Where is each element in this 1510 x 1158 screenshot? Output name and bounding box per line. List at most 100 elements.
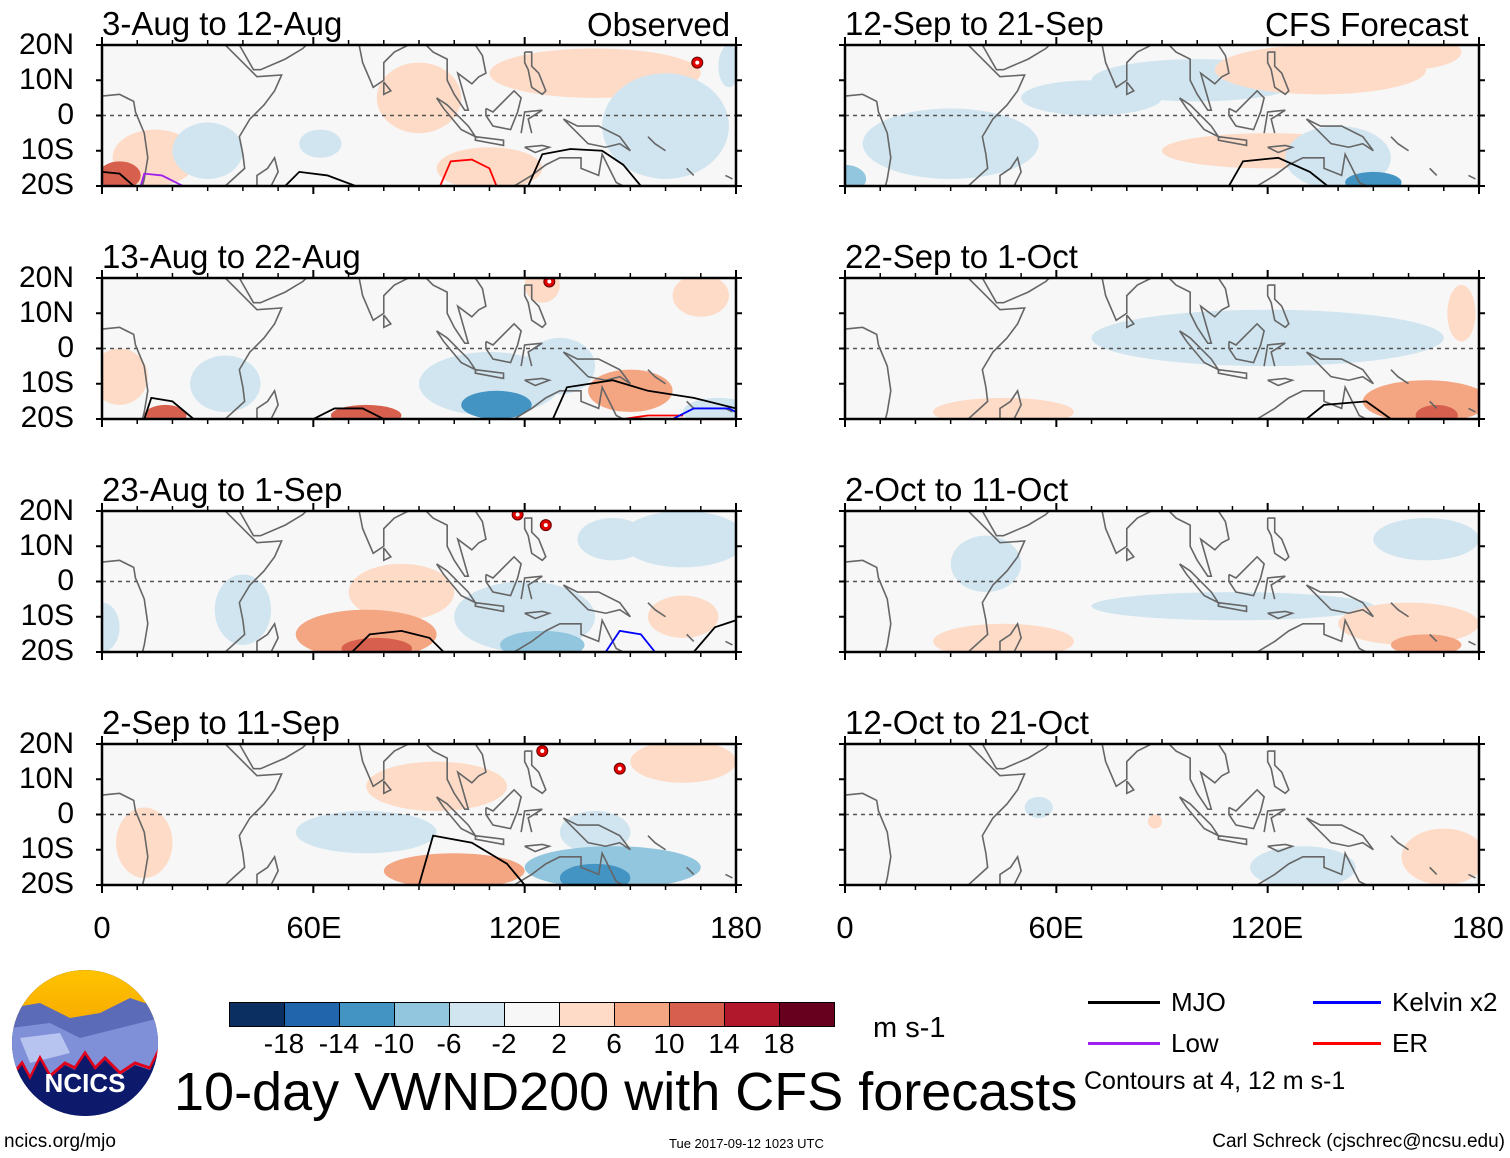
x-tick-right-120e: 120E xyxy=(1230,910,1304,945)
coastline xyxy=(1084,45,1152,89)
coastline xyxy=(238,744,307,770)
figure-title: 10-day VWND200 with CFS forecasts xyxy=(174,1062,1078,1122)
positive-anomaly-region xyxy=(348,563,455,621)
mjo-contour xyxy=(552,379,736,419)
coastline xyxy=(341,45,409,89)
coastline xyxy=(999,621,1022,652)
colorbar-bin xyxy=(285,1003,340,1026)
coastline xyxy=(999,854,1022,885)
coastline xyxy=(1217,135,1248,147)
map-panel xyxy=(96,270,742,427)
colorbar-bin xyxy=(615,1003,670,1026)
legend-kelvin-line xyxy=(1313,1001,1381,1004)
coastline xyxy=(1263,109,1286,134)
colorbar-bin xyxy=(780,1003,834,1026)
map-panel xyxy=(96,37,742,194)
coastline xyxy=(1305,351,1374,385)
coastline xyxy=(1168,278,1230,345)
coastline xyxy=(1468,407,1476,413)
coastline xyxy=(474,135,505,147)
colorbar-tick-label: 6 xyxy=(606,1028,622,1059)
y-tick-label: 20S xyxy=(20,634,74,667)
y-tick-label: 20N xyxy=(18,261,74,294)
coastline xyxy=(511,384,624,419)
coastline xyxy=(957,278,1026,419)
map-panel xyxy=(839,736,1485,893)
positive-anomaly-region xyxy=(383,853,525,885)
legend-er-label: ER xyxy=(1392,1028,1429,1058)
coastline xyxy=(1084,278,1152,322)
coastline xyxy=(524,610,553,620)
positive-anomaly-region xyxy=(1447,285,1476,342)
positive-anomaly-region xyxy=(1415,404,1458,419)
coastline xyxy=(214,278,283,419)
y-tick-label: 0 xyxy=(57,797,74,830)
positive-anomaly-region xyxy=(588,369,673,412)
coastline xyxy=(1125,314,1136,329)
colorbar-units: m s-1 xyxy=(873,1012,946,1044)
legend-mjo-label: MJO xyxy=(1171,987,1226,1017)
positive-anomaly-region xyxy=(144,404,187,419)
negative-anomaly-region xyxy=(102,602,120,652)
mjo-contour xyxy=(1305,400,1392,419)
coastline xyxy=(425,744,487,811)
coastline xyxy=(999,388,1022,419)
mjo-contour xyxy=(1228,156,1329,186)
negative-anomaly-region xyxy=(1250,846,1356,885)
coastline xyxy=(256,388,279,419)
colorbar-tick-label: 14 xyxy=(708,1028,740,1059)
coastline xyxy=(1390,369,1409,385)
y-tick-label: 20S xyxy=(20,401,74,434)
coastline xyxy=(562,584,631,618)
coastline xyxy=(523,51,547,96)
coastline xyxy=(1429,633,1438,642)
coastline xyxy=(845,93,892,186)
coastline xyxy=(1254,151,1367,186)
coastline xyxy=(981,744,1050,770)
coastline xyxy=(1266,51,1290,96)
colorbar xyxy=(229,1002,835,1027)
coastline xyxy=(382,81,393,96)
legend-low-label: Low xyxy=(1171,1028,1219,1058)
panel-title: 12-Sep to 21-Sep xyxy=(845,5,1104,42)
coastline xyxy=(1305,817,1374,851)
negative-anomaly-region xyxy=(190,355,261,412)
y-tick-label: 20S xyxy=(20,168,74,201)
legend-low-line xyxy=(1088,1042,1160,1045)
negative-anomaly-region xyxy=(299,129,342,158)
coastline xyxy=(1390,136,1409,152)
coastline xyxy=(1267,610,1296,620)
panel-title: 13-Aug to 22-Aug xyxy=(102,238,361,275)
coastline xyxy=(1468,174,1476,180)
y-tick-label: 20N xyxy=(18,28,74,61)
coastline xyxy=(238,278,307,304)
footer-author: Carl Schreck (cjschrec@ncsu.edu) xyxy=(1212,1131,1505,1152)
mjo-contour xyxy=(102,171,135,186)
coastline xyxy=(214,744,283,885)
negative-anomaly-region xyxy=(1024,796,1053,819)
coastline xyxy=(474,601,505,613)
footer-url[interactable]: ncics.org/mjo xyxy=(4,1131,116,1152)
coastline xyxy=(1429,400,1438,409)
contour-note: Contours at 4, 12 m s-1 xyxy=(1084,1067,1346,1095)
coastline xyxy=(1168,744,1230,811)
coastline xyxy=(474,368,505,380)
colorbar-bin xyxy=(560,1003,615,1026)
forecast-header: CFS Forecast xyxy=(1265,6,1469,43)
coastline xyxy=(647,602,666,618)
coastline xyxy=(1267,377,1296,387)
coastline xyxy=(523,284,547,329)
low-contour xyxy=(139,172,184,186)
coastline xyxy=(1254,850,1367,885)
legend-er-line xyxy=(1313,1042,1381,1045)
negative-anomaly-region xyxy=(1373,518,1479,561)
kelvin-contour xyxy=(604,629,656,652)
y-tick-label: 0 xyxy=(57,98,74,131)
negative-anomaly-region xyxy=(500,630,585,652)
legend-mjo-line xyxy=(1088,1001,1160,1004)
coastline xyxy=(981,511,1050,537)
colorbar-tick-label: -10 xyxy=(373,1028,415,1059)
x-tick-right-0: 0 xyxy=(836,910,854,945)
negative-anomaly-region xyxy=(718,45,736,88)
x-tick-right-60e: 60E xyxy=(1028,910,1084,945)
